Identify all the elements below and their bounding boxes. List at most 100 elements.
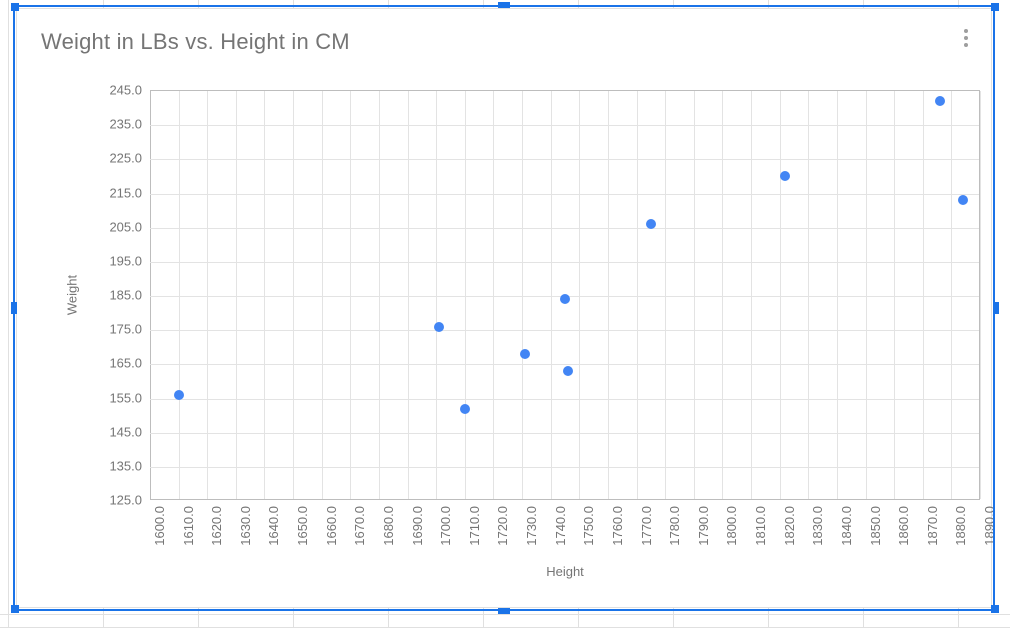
x-tick-label: 1880.0 [953, 506, 968, 546]
gridline-v [379, 91, 380, 499]
x-tick-label: 1750.0 [581, 506, 596, 546]
x-tick-label: 1640.0 [266, 506, 281, 546]
y-tick-label: 135.0 [109, 458, 142, 473]
gridline-v [465, 91, 466, 499]
y-tick-label: 225.0 [109, 151, 142, 166]
gridline-v [493, 91, 494, 499]
y-tick-label: 185.0 [109, 288, 142, 303]
gridline-v [551, 91, 552, 499]
x-tick-label: 1820.0 [782, 506, 797, 546]
x-tick-label: 1660.0 [324, 506, 339, 546]
x-tick-label: 1720.0 [495, 506, 510, 546]
gridline-v [436, 91, 437, 499]
gridline-v [322, 91, 323, 499]
x-tick-label: 1740.0 [553, 506, 568, 546]
x-tick-label: 1810.0 [753, 506, 768, 546]
y-tick-label: 175.0 [109, 322, 142, 337]
chart-plot-area[interactable]: 1600.01610.01620.01630.01640.01650.01660… [150, 90, 980, 500]
data-point[interactable] [958, 195, 968, 205]
x-tick-label: 1630.0 [238, 506, 253, 546]
y-tick-label: 165.0 [109, 356, 142, 371]
selection-handle-bottom-left[interactable] [11, 605, 19, 613]
data-point[interactable] [520, 349, 530, 359]
x-tick-label: 1800.0 [724, 506, 739, 546]
gridline-v [694, 91, 695, 499]
selection-handle-mid-right[interactable] [993, 302, 999, 314]
gridline-v [980, 91, 981, 499]
data-point[interactable] [434, 322, 444, 332]
chart-menu-button[interactable] [955, 23, 977, 53]
gridline-h [150, 467, 979, 468]
sheet-gridline-h [0, 614, 1010, 615]
x-tick-label: 1830.0 [810, 506, 825, 546]
gridline-v [894, 91, 895, 499]
x-tick-label: 1620.0 [209, 506, 224, 546]
gridline-v [579, 91, 580, 499]
gridline-h [150, 330, 979, 331]
chart-title[interactable]: Weight in LBs vs. Height in CM [41, 29, 350, 55]
gridline-v [350, 91, 351, 499]
more-vertical-icon [964, 29, 968, 33]
gridline-v [236, 91, 237, 499]
x-tick-label: 1680.0 [381, 506, 396, 546]
y-tick-label: 235.0 [109, 117, 142, 132]
gridline-v [866, 91, 867, 499]
y-tick-label: 125.0 [109, 493, 142, 508]
gridline-v [522, 91, 523, 499]
gridline-v [751, 91, 752, 499]
x-tick-label: 1710.0 [467, 506, 482, 546]
selection-handle-bottom-mid[interactable] [498, 608, 510, 614]
more-vertical-icon [964, 43, 968, 47]
gridline-v [837, 91, 838, 499]
x-tick-label: 1890.0 [982, 506, 997, 546]
x-tick-label: 1650.0 [295, 506, 310, 546]
gridline-v [264, 91, 265, 499]
sheet-gridline-v [8, 0, 9, 628]
y-axis-line [150, 91, 151, 499]
gridline-v [207, 91, 208, 499]
selection-handle-top-mid[interactable] [498, 2, 510, 8]
data-point[interactable] [174, 390, 184, 400]
gridline-h [150, 194, 979, 195]
gridline-h [150, 262, 979, 263]
x-tick-label: 1730.0 [524, 506, 539, 546]
gridline-v [722, 91, 723, 499]
gridline-v [293, 91, 294, 499]
gridline-v [951, 91, 952, 499]
x-tick-label: 1860.0 [896, 506, 911, 546]
y-axis-title[interactable]: Weight [65, 275, 80, 315]
gridline-h [150, 125, 979, 126]
data-point[interactable] [646, 219, 656, 229]
plot-area-border [150, 90, 980, 500]
x-tick-label: 1780.0 [667, 506, 682, 546]
x-tick-label: 1600.0 [152, 506, 167, 546]
y-tick-label: 205.0 [109, 219, 142, 234]
x-tick-label: 1850.0 [868, 506, 883, 546]
y-tick-label: 195.0 [109, 253, 142, 268]
gridline-h [150, 433, 979, 434]
gridline-v [923, 91, 924, 499]
data-point[interactable] [460, 404, 470, 414]
selection-handle-bottom-right[interactable] [991, 605, 999, 613]
data-point[interactable] [935, 96, 945, 106]
gridline-v [808, 91, 809, 499]
gridline-v [408, 91, 409, 499]
gridline-h [150, 228, 979, 229]
data-point[interactable] [780, 171, 790, 181]
chart-object[interactable]: Weight in LBs vs. Height in CM 1600.0161… [16, 8, 992, 608]
selection-handle-top-right[interactable] [991, 3, 999, 11]
selection-handle-top-left[interactable] [11, 3, 19, 11]
x-tick-label: 1760.0 [610, 506, 625, 546]
x-tick-label: 1770.0 [639, 506, 654, 546]
gridline-h [150, 399, 979, 400]
data-point[interactable] [563, 366, 573, 376]
gridline-v [780, 91, 781, 499]
data-point[interactable] [560, 294, 570, 304]
x-tick-label: 1870.0 [925, 506, 940, 546]
x-axis-title[interactable]: Height [546, 564, 584, 579]
x-tick-label: 1840.0 [839, 506, 854, 546]
selection-handle-mid-left[interactable] [11, 302, 17, 314]
y-tick-label: 215.0 [109, 185, 142, 200]
gridline-v [179, 91, 180, 499]
y-tick-label: 145.0 [109, 424, 142, 439]
